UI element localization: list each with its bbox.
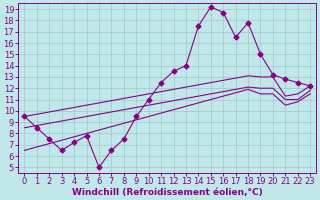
X-axis label: Windchill (Refroidissement éolien,°C): Windchill (Refroidissement éolien,°C) — [72, 188, 263, 197]
